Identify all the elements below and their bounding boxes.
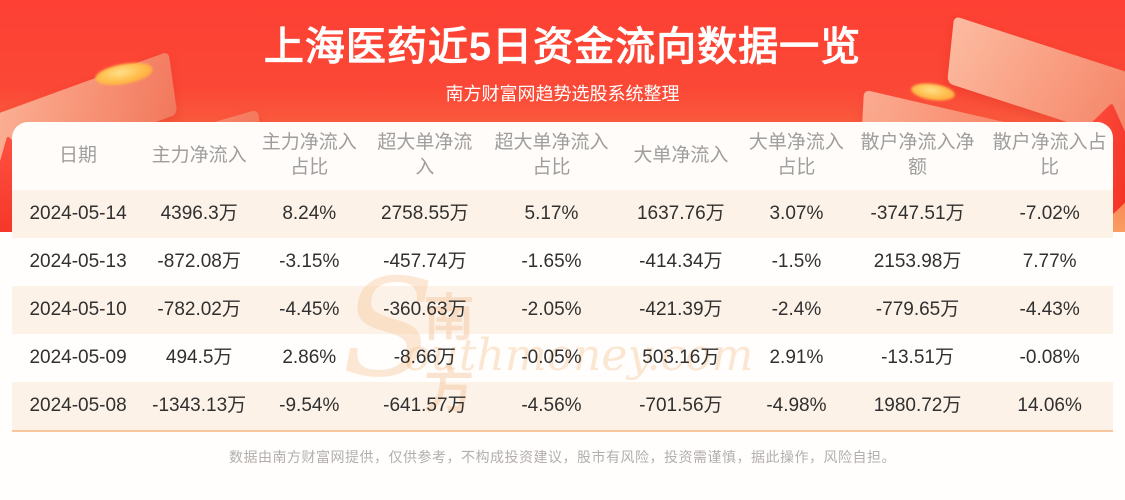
cell: 5.17% [524,202,579,224]
cell: 1980.72万 [873,394,962,416]
header-cell: 主力净流入 [151,144,247,166]
page-title: 上海医药近5日资金流向数据一览 [263,25,862,69]
cell: 14.06% [1017,394,1082,416]
cell: 2.91% [769,346,824,368]
cell: -414.34万 [639,250,723,272]
cell: 503.16万 [642,346,720,368]
table-row: 2024-05-09 494.5万 2.86% -8.66万 -0.05% 503.16万… [12,334,1113,382]
cell: 2758.55万 [381,202,469,224]
table-row: 2024-05-13 -872.08万 -3.15% -457.74万 -1.65% -4… [12,238,1113,286]
cell: -1.65% [521,250,582,272]
cell: -701.56万 [639,394,723,416]
cell: 4396.3万 [160,202,238,224]
header-cell: 超大单净流入 [377,132,473,178]
cell: -4.45% [279,298,340,320]
cell: -782.02万 [157,298,241,320]
cell: 2024-05-13 [29,250,127,272]
header-cell: 大单净流入 [633,144,729,166]
cell: 494.5万 [165,346,233,368]
table-row: 2024-05-10 -782.02万 -4.45% -360.63万 -2.05% -4… [12,286,1113,334]
header-cell: 散户净流入净额 [860,132,975,178]
cell: -4.56% [521,394,582,416]
cell: -1343.13万 [152,394,247,416]
cell: 7.77% [1022,250,1077,272]
cell: -2.05% [521,298,582,320]
fundflow-table: 日期 主力净流入 主力净流入占比 超大单净流入 超大单净流入占比 大单净流入 大单净流入占比… [12,122,1113,430]
page-subtitle: 南方财富网趋势选股系统整理 [445,84,680,104]
header-cell: 超大单净流入占比 [494,132,609,178]
cell: -9.54% [279,394,340,416]
cell: 2153.98万 [873,250,962,272]
cell: -872.08万 [157,250,241,272]
cell: 2024-05-08 [29,394,127,416]
cell: 2024-05-14 [29,202,127,224]
table-row: 2024-05-08 -1343.13万 -9.54% -641.57万 -4.56% -… [12,382,1113,430]
cell: -2.4% [771,298,822,320]
cell: -3.15% [279,250,340,272]
header-cell: 大单净流入占比 [748,132,844,178]
cell: 2.86% [282,346,337,368]
cell: 2024-05-10 [29,298,127,320]
cell: -360.63万 [383,298,467,320]
cell: -641.57万 [383,394,467,416]
header-cell: 日期 [59,144,98,166]
cell: 2024-05-09 [29,346,127,368]
table-row: 2024-05-14 4396.3万 8.24% 2758.55万 5.17% 1637.… [12,190,1113,238]
cell: 1637.76万 [636,202,725,224]
cell: -457.74万 [383,250,467,272]
header-cell: 散户净流入占比 [992,132,1107,178]
cell: -4.98% [766,394,827,416]
cell: -8.66万 [393,346,456,368]
cell: -3747.51万 [870,202,965,224]
cell: -779.65万 [875,298,960,320]
header-cell: 主力净流入占比 [261,132,357,178]
cell: -7.02% [1019,202,1080,224]
cell: -421.39万 [639,298,723,320]
cell: -1.5% [771,250,822,272]
cell: -4.43% [1019,298,1080,320]
table-header-row: 日期 主力净流入 主力净流入占比 超大单净流入 超大单净流入占比 大单净流入 大单净流入占比… [12,122,1113,190]
cell: -13.51万 [881,346,954,368]
data-card: S 南方财富网 outhmoney.com 日期主力净流入主力净流入占比超大单净… [12,122,1113,432]
cell: -0.08% [1019,346,1080,368]
cell: 3.07% [769,202,824,224]
cell: 8.24% [282,202,337,224]
cell: -0.05% [521,346,582,368]
disclaimer-text: 数据由南方财富网提供，仅供参考，不构成投资建议，股市有风险，投资需谨慎，据此操作… [229,449,896,465]
